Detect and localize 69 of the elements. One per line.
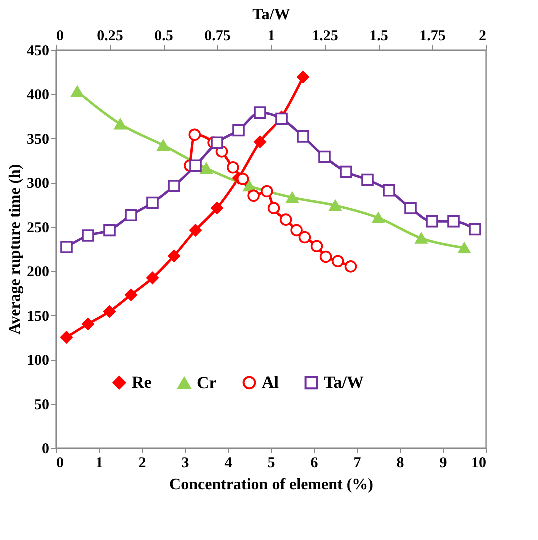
point xyxy=(254,136,266,148)
legend-label: Re xyxy=(132,372,152,392)
point xyxy=(320,250,332,264)
x2-axis-title: Ta/W xyxy=(252,6,290,24)
point xyxy=(60,331,73,344)
x-tick-label: 2 xyxy=(138,456,146,472)
y-tick-label: 100 xyxy=(27,353,50,370)
point xyxy=(243,180,256,192)
point xyxy=(190,224,202,237)
point xyxy=(344,260,358,273)
y-tick-label: 300 xyxy=(27,176,50,192)
x-tick-label: 6 xyxy=(310,456,319,472)
x2-tick-label: 1.25 xyxy=(312,28,338,44)
point xyxy=(458,242,471,254)
x-axis-title: Concentration of element (%) xyxy=(170,476,374,494)
point xyxy=(290,224,303,237)
point xyxy=(298,231,312,244)
y-axis-title: Average rupture time (h) xyxy=(7,164,24,335)
point xyxy=(310,240,324,252)
point xyxy=(82,318,94,330)
x-tick-label: 1 xyxy=(96,456,104,472)
y-tick-label: 0 xyxy=(42,442,50,458)
y-tick-label: 350 xyxy=(27,132,50,148)
point xyxy=(297,71,310,84)
y-tick-label: 150 xyxy=(27,308,50,325)
x-tick-label: 8 xyxy=(396,456,404,472)
point xyxy=(157,140,170,151)
point xyxy=(260,185,274,198)
x2-tick-label: 0 xyxy=(56,28,64,44)
point xyxy=(125,288,138,302)
y-tick-label: 400 xyxy=(27,88,50,104)
x-tick-label: 10 xyxy=(472,456,486,472)
point xyxy=(268,202,280,214)
point xyxy=(286,192,299,204)
point xyxy=(200,163,213,174)
point xyxy=(415,232,428,244)
legend-label: Al xyxy=(262,372,280,392)
y-tick-label: 50 xyxy=(34,397,50,414)
legend-label: Ta/W xyxy=(324,372,364,392)
point xyxy=(114,118,127,130)
point xyxy=(248,190,260,202)
point xyxy=(188,128,202,142)
point xyxy=(104,306,116,318)
x2-tick-label: 0.75 xyxy=(204,28,231,44)
point xyxy=(372,212,385,224)
x2-tick-label: 1.75 xyxy=(420,28,446,44)
point xyxy=(211,202,224,214)
point xyxy=(329,200,342,212)
point xyxy=(71,86,84,98)
x2-tick-label: 1 xyxy=(268,28,276,44)
x2-tick-label: 1.5 xyxy=(370,28,388,44)
x-tick-label: 7 xyxy=(354,456,362,472)
point xyxy=(332,255,344,268)
point xyxy=(146,272,159,284)
x2-tick-label: 2 xyxy=(479,28,486,44)
legend-label: Cr xyxy=(197,373,218,392)
x-tick-label: 3 xyxy=(182,456,190,472)
point xyxy=(280,214,292,226)
x-tick-label: 9 xyxy=(440,456,448,472)
point xyxy=(227,161,240,174)
y-tick-label: 200 xyxy=(27,264,50,281)
x-tick-label: 4 xyxy=(224,456,233,472)
y-tick-label: 250 xyxy=(27,220,50,236)
point xyxy=(168,250,180,262)
x-tick-label: 0 xyxy=(56,456,64,472)
y-tick-label: 450 xyxy=(27,44,50,60)
x2-tick-label: 0.25 xyxy=(97,28,124,44)
x-tick-label: 5 xyxy=(268,456,276,472)
x2-tick-label: 0.5 xyxy=(154,28,174,44)
